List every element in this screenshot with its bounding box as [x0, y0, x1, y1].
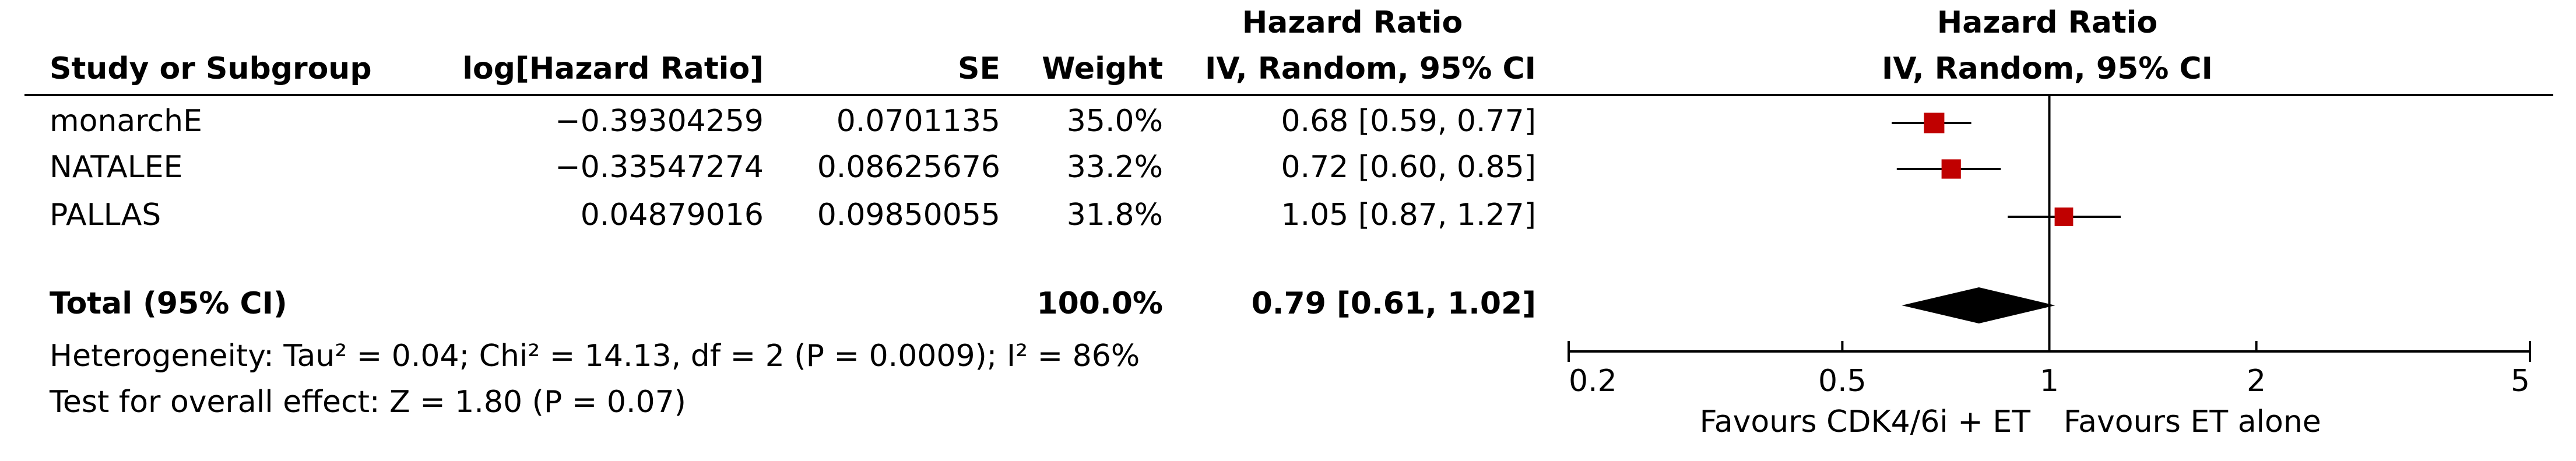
x-tick-label: 0.5 [1818, 364, 1867, 399]
column-header: IV, Random, 95% CI [1205, 51, 1536, 86]
x-tick-label: 5 [2511, 364, 2530, 399]
weight: 33.2% [1067, 150, 1163, 185]
favours-left: Favours CDK4/6i + ET [1700, 404, 2031, 439]
total-weight: 100.0% [1036, 286, 1163, 321]
overall-effect: Test for overall effect: Z = 1.80 (P = 0… [49, 385, 686, 420]
se: 0.08625676 [817, 150, 1000, 185]
effect-square [1924, 112, 1945, 133]
column-header: Weight [1042, 51, 1163, 86]
total-ci: 0.79 [0.61, 1.02] [1252, 286, 1536, 321]
log-hr: −0.33547274 [555, 150, 764, 185]
hr-ci: 1.05 [0.87, 1.27] [1281, 198, 1536, 233]
se: 0.09850055 [817, 198, 1000, 233]
log-hr: 0.04879016 [581, 198, 764, 233]
hr-ci: 0.72 [0.60, 0.85] [1281, 150, 1536, 185]
column-header: Study or Subgroup [50, 51, 372, 86]
study-name: PALLAS [50, 198, 161, 233]
column-header: SE [958, 51, 1000, 86]
x-tick-label: 2 [2247, 364, 2266, 399]
plot-title: Hazard Ratio [1937, 5, 2157, 40]
x-tick-label: 0.2 [1569, 364, 1617, 399]
column-group-header: Hazard Ratio [1242, 5, 1463, 40]
favours-right: Favours ET alone [2064, 404, 2321, 439]
log-hr: −0.39304259 [555, 104, 764, 139]
study-name: monarchE [50, 104, 202, 139]
column-header: log[Hazard Ratio] [462, 51, 764, 86]
effect-square [2054, 207, 2074, 226]
weight: 31.8% [1067, 198, 1163, 233]
effect-square [1941, 159, 1961, 179]
total-label: Total (95% CI) [50, 286, 287, 321]
weight: 35.0% [1067, 104, 1163, 139]
x-tick-label: 1 [2040, 364, 2059, 399]
total-diamond [1902, 287, 2055, 323]
plot-subtitle: IV, Random, 95% CI [1882, 51, 2213, 86]
study-name: NATALEE [50, 150, 182, 185]
heterogeneity: Heterogeneity: Tau² = 0.04; Chi² = 14.13… [50, 339, 1140, 374]
hr-ci: 0.68 [0.59, 0.77] [1281, 104, 1536, 139]
se: 0.0701135 [837, 104, 1000, 139]
